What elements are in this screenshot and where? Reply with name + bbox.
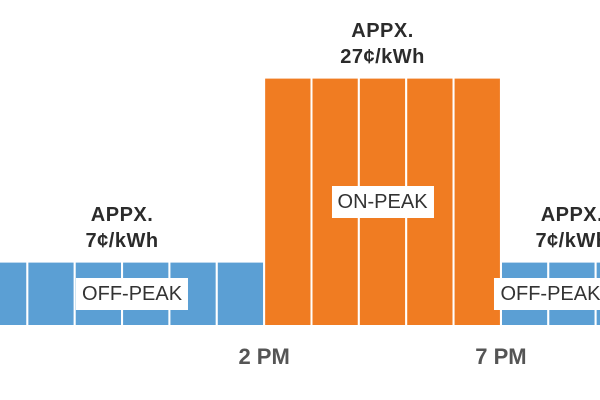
zone-name-off-peak-1: OFF-PEAK — [76, 277, 189, 310]
price-label-line-2: 7¢/kWh — [535, 229, 600, 252]
x-tick-2-pm: 2 PM — [238, 344, 290, 369]
price-label-line-1: APPX. — [540, 203, 600, 226]
bar-on-peak-1-hour-14 — [263, 76, 313, 327]
bar-off-peak-1-hour-9 — [26, 260, 76, 328]
price-label-on-peak-1: APPX. 27¢/kWh — [340, 18, 425, 70]
zone-name-on-peak-1: ON-PEAK — [331, 185, 434, 218]
x-tick-7-pm: 7 PM — [475, 344, 527, 369]
price-label-line-1: APPX. — [90, 203, 154, 226]
price-label-off-peak-2: APPX. 7¢/kWh — [535, 202, 600, 254]
price-label-off-peak-1: APPX. 7¢/kWh — [86, 202, 159, 254]
price-label-line-2: 7¢/kWh — [85, 229, 159, 252]
bar-off-peak-1-hour-8 — [0, 260, 29, 328]
price-label-line-2: 27¢/kWh — [340, 45, 425, 68]
price-label-line-1: APPX. — [351, 19, 414, 42]
bar-on-peak-1-hour-18 — [452, 76, 502, 327]
bar-off-peak-1-hour-13 — [215, 260, 266, 328]
zone-name-off-peak-2: OFF-PEAK — [494, 277, 600, 310]
